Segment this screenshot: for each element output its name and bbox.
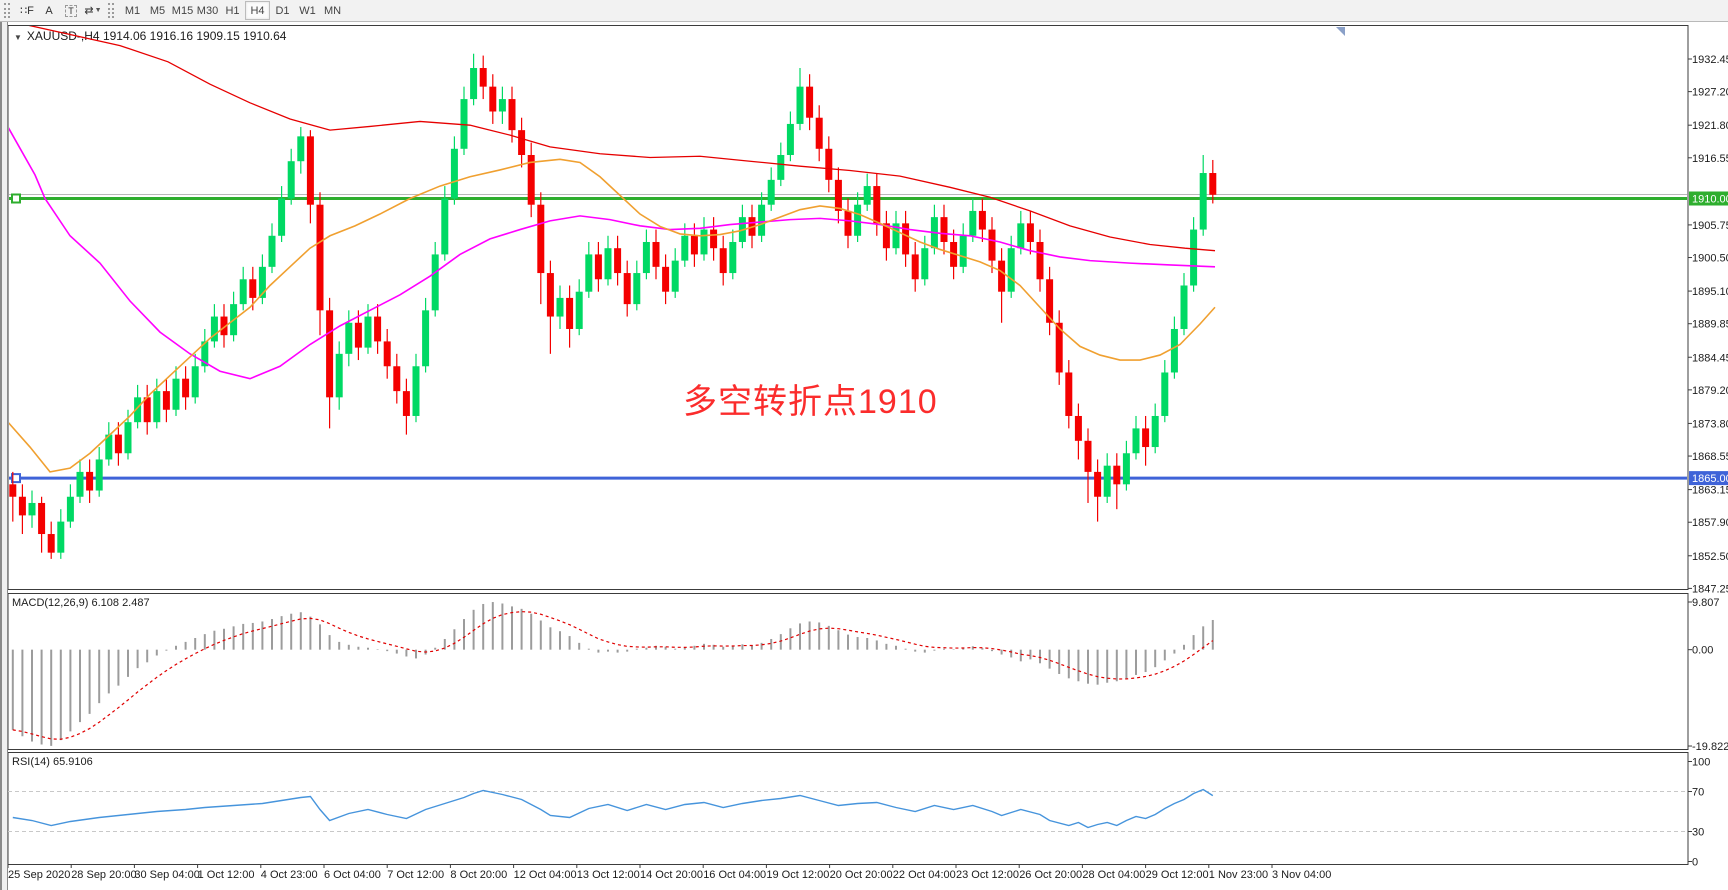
text-label-icon[interactable]: A (45, 4, 53, 17)
ma-orange (9, 158, 1216, 473)
timeframe-button-mn[interactable]: MN (323, 4, 342, 17)
time-axis-label: 29 Oct 12:00 (1146, 869, 1209, 881)
rsi-axis-label: 30 (1692, 827, 1704, 839)
time-axis-label: 1 Oct 12:00 (198, 869, 255, 881)
macd-axis-label: 9.807 (1692, 597, 1720, 609)
toolbar-tools: ∷F A T ⇄ ▼ (16, 2, 104, 20)
toolbar-drag-handle[interactable] (108, 3, 114, 18)
macd-values: 6.108 2.487 (91, 597, 150, 609)
rsi-axis-label: 100 (1692, 757, 1710, 769)
scroll-to-end-icon[interactable] (1336, 27, 1345, 36)
indicator-grid-icon[interactable]: ∷F (20, 5, 34, 17)
price-axis-label: 1879.20 (1692, 385, 1728, 397)
rsi-label: RSI(14) 65.9106 (12, 756, 93, 768)
timeframe-button-m30[interactable]: M30 (196, 4, 219, 17)
price-axis-label: 1884.45 (1692, 352, 1728, 364)
main-chart-frame (7, 25, 1689, 590)
rsi-value: 65.9106 (52, 756, 93, 768)
ma-magenta (9, 127, 1216, 380)
price-axis-label: 1889.85 (1692, 319, 1728, 331)
support-line-price-tag (1689, 471, 1728, 486)
time-axis-label: 19 Oct 12:00 (766, 869, 829, 881)
time-axis-label: 3 Nov 04:00 (1272, 869, 1331, 881)
ohlc-values: 1914.06 1916.16 1909.15 1910.64 (102, 29, 287, 43)
time-axis-label: 12 Oct 04:00 (514, 869, 577, 881)
support-line-handle[interactable] (11, 473, 21, 484)
time-axis-label: 25 Sep 2020 (8, 869, 70, 881)
time-axis-label: 23 Oct 12:00 (956, 869, 1019, 881)
time-axis-label: 16 Oct 04:00 (703, 869, 766, 881)
price-axis-label: 1900.50 (1692, 253, 1728, 265)
price-axis-label: 1863.15 (1692, 485, 1728, 497)
window-left-edge (0, 22, 8, 890)
support-line-price-tag-text: 1865.00 (1692, 473, 1728, 485)
candlesticks (9, 53, 1217, 559)
time-axis-label: 4 Oct 23:00 (261, 869, 318, 881)
macd-axis-label: -19.822 (1692, 741, 1728, 753)
resistance-line-price-tag (1689, 191, 1728, 206)
timeframe-button-m5[interactable]: M5 (149, 4, 166, 17)
macd-signal-line (12, 611, 1214, 740)
timeframe-button-m1[interactable]: M1 (124, 4, 141, 17)
timeframe-buttons: M1 M5 M15 M30 H1 H4 D1 W1 MN (120, 1, 345, 20)
macd-axis-label: 0.00 (1692, 645, 1713, 657)
price-axis-label: 1916.55 (1692, 153, 1728, 165)
time-axis-label: 8 Oct 20:00 (450, 869, 507, 881)
price-axis-label: 1873.80 (1692, 418, 1728, 430)
toolbar-drag-handle[interactable] (4, 3, 10, 18)
rsi-axis-label: 0 (1692, 857, 1698, 869)
macd-panel-frame (7, 593, 1689, 750)
price-axis-label: 1905.75 (1692, 220, 1728, 232)
price-axis-label: 1868.55 (1692, 451, 1728, 463)
symbol-period-label: XAUUSD-,H4 (26, 29, 100, 43)
resistance-line-handle[interactable] (11, 193, 21, 204)
timeframe-button-d1[interactable]: D1 (275, 4, 290, 17)
macd-label: MACD(12,26,9) 6.108 2.487 (12, 597, 150, 609)
timeframe-button-m15[interactable]: M15 (171, 4, 194, 17)
collapse-triangle-icon[interactable]: ▼ (14, 33, 22, 42)
ma-red (28, 26, 1216, 252)
time-axis-label: 14 Oct 20:00 (640, 869, 703, 881)
resistance-line-price-tag-text: 1910.00 (1692, 193, 1728, 205)
timeframe-button-w1[interactable]: W1 (299, 4, 316, 17)
time-axis-label: 1 Nov 23:00 (1209, 869, 1268, 881)
macd-plot (11, 602, 1214, 746)
cursor-mode-icon[interactable]: ⇄ ▼ (84, 5, 102, 17)
price-axis-label: 1847.25 (1692, 583, 1728, 595)
time-axis-label: 7 Oct 12:00 (387, 869, 444, 881)
price-axis: 1932.45 1927.20 1921.80 1916.55 1905.75 1900.… (1688, 54, 1728, 869)
price-axis-label: 1895.10 (1692, 286, 1728, 298)
toolbar: ∷F A T ⇄ ▼ M1 M5 M15 M30 H1 H4 D1 W1 MN (0, 0, 1728, 22)
time-axis-label: 22 Oct 04:00 (893, 869, 956, 881)
time-axis-label: 30 Sep 04:00 (134, 869, 199, 881)
text-box-icon[interactable]: T (60, 2, 82, 20)
time-axis-label: 13 Oct 12:00 (577, 869, 640, 881)
price-axis-label: 1921.80 (1692, 120, 1728, 132)
rsi-plot (8, 788, 1688, 832)
price-axis-label: 1852.50 (1692, 551, 1728, 563)
chart-annotation-text: 多空转折点1910 (683, 383, 938, 421)
time-axis-label: 26 Oct 20:00 (1019, 869, 1082, 881)
rsi-panel-frame (7, 752, 1689, 865)
main-plot (9, 26, 1687, 559)
time-axis-label: 6 Oct 04:00 (324, 869, 381, 881)
rsi-axis-label: 70 (1692, 787, 1704, 799)
timeframe-button-h1[interactable]: H1 (225, 4, 240, 17)
price-axis-label: 1927.20 (1692, 87, 1728, 99)
time-axis-label: 20 Oct 20:00 (830, 869, 893, 881)
timeframe-button-h4[interactable]: H4 (245, 1, 270, 20)
rsi-line (12, 788, 1214, 829)
price-axis-label: 1932.45 (1692, 54, 1728, 66)
chart-title: ▼ XAUUSD-,H4 1914.06 1916.16 1909.15 1910… (14, 29, 286, 43)
price-axis-label: 1857.90 (1692, 517, 1728, 529)
time-axis-label: 28 Oct 04:00 (1082, 869, 1145, 881)
time-axis-label: 28 Sep 20:00 (71, 869, 136, 881)
